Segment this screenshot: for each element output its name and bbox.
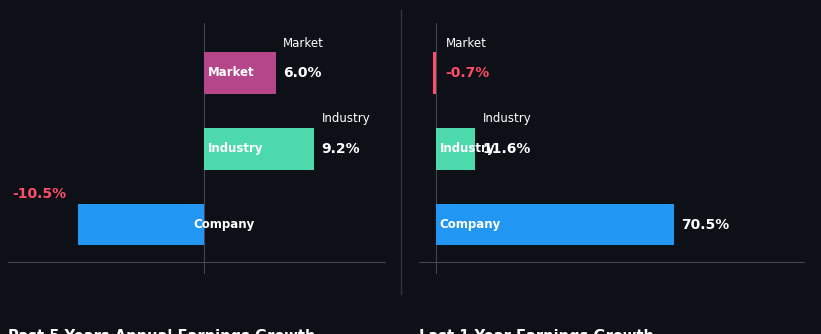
Text: Company: Company [194, 218, 255, 231]
Text: Industry: Industry [439, 142, 495, 155]
Text: 6.0%: 6.0% [283, 66, 322, 80]
Text: 9.2%: 9.2% [322, 142, 360, 156]
Text: Past 5 Years Annual Earnings Growth: Past 5 Years Annual Earnings Growth [8, 329, 316, 334]
Bar [204, 128, 314, 169]
Text: -10.5%: -10.5% [12, 187, 67, 201]
Text: Market: Market [283, 36, 324, 49]
Bar [436, 128, 475, 169]
Text: Industry: Industry [483, 113, 531, 126]
Bar [436, 204, 674, 245]
Text: Company: Company [439, 218, 501, 231]
Bar [204, 52, 276, 94]
Text: 70.5%: 70.5% [681, 217, 730, 231]
Text: Industry: Industry [322, 113, 370, 126]
Text: Last 1 Year Earnings Growth: Last 1 Year Earnings Growth [419, 329, 654, 334]
Text: Market: Market [446, 36, 487, 49]
Text: 11.6%: 11.6% [483, 142, 531, 156]
Text: -0.7%: -0.7% [446, 66, 490, 80]
Text: Industry: Industry [208, 142, 263, 155]
Bar [433, 52, 436, 94]
Text: Market: Market [208, 66, 254, 79]
Bar [77, 204, 204, 245]
